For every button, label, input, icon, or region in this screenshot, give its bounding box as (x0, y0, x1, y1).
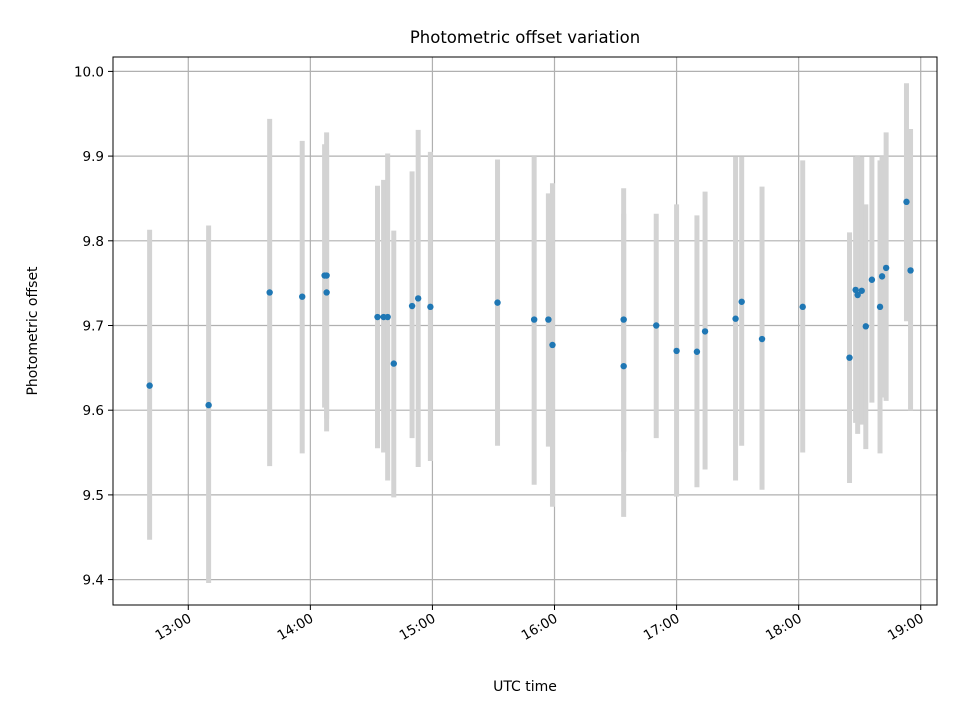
data-point (758, 335, 766, 343)
data-point (701, 328, 709, 335)
data-point (323, 272, 330, 279)
data-point (846, 354, 853, 361)
data-point (414, 295, 422, 302)
data-point (427, 303, 434, 311)
plot-frame (112, 56, 938, 606)
y-axis-ticks: 9.4 9.5 9.6 9.7 9.8 9.9 10.0 (74, 64, 113, 589)
data-point (738, 298, 745, 305)
data-point (858, 287, 865, 294)
data-point (693, 348, 701, 355)
y-tick-label: 9.4 (83, 573, 104, 589)
y-tick-label: 9.9 (83, 149, 104, 165)
data-point (852, 286, 859, 294)
data-point (732, 315, 739, 322)
data-point (876, 303, 884, 311)
data-point (653, 322, 660, 329)
data-point (903, 198, 910, 206)
data-point (390, 360, 397, 367)
data-point (862, 323, 869, 330)
data-point (878, 273, 886, 280)
data-point (799, 303, 806, 311)
y-tick-label: 9.5 (83, 488, 104, 504)
x-axis-label: UTC time (493, 679, 557, 695)
data-point (545, 316, 552, 323)
data-point (907, 267, 914, 274)
y-axis-label: Photometric offset (25, 266, 41, 396)
data-point (494, 299, 501, 306)
y-tick-label: 10.0 (74, 64, 104, 80)
data-point (266, 289, 273, 296)
data-point (323, 289, 330, 296)
data-point (146, 382, 153, 389)
data-point (673, 347, 680, 355)
chart-title: Photometric offset variation (410, 28, 640, 47)
data-point (384, 313, 391, 321)
data-point (374, 313, 381, 321)
data-point (882, 264, 890, 272)
data-point (549, 341, 556, 349)
y-tick-label: 9.8 (83, 234, 104, 250)
data-point (408, 302, 416, 310)
data-point (620, 316, 627, 323)
data-point (299, 293, 306, 300)
data-point (854, 291, 861, 299)
data-point (205, 401, 212, 409)
data-point (868, 276, 876, 283)
data-point (530, 316, 538, 323)
data-point (620, 362, 627, 370)
data-points (146, 198, 914, 409)
y-tick-label: 9.7 (83, 318, 104, 334)
y-tick-label: 9.6 (83, 403, 104, 419)
